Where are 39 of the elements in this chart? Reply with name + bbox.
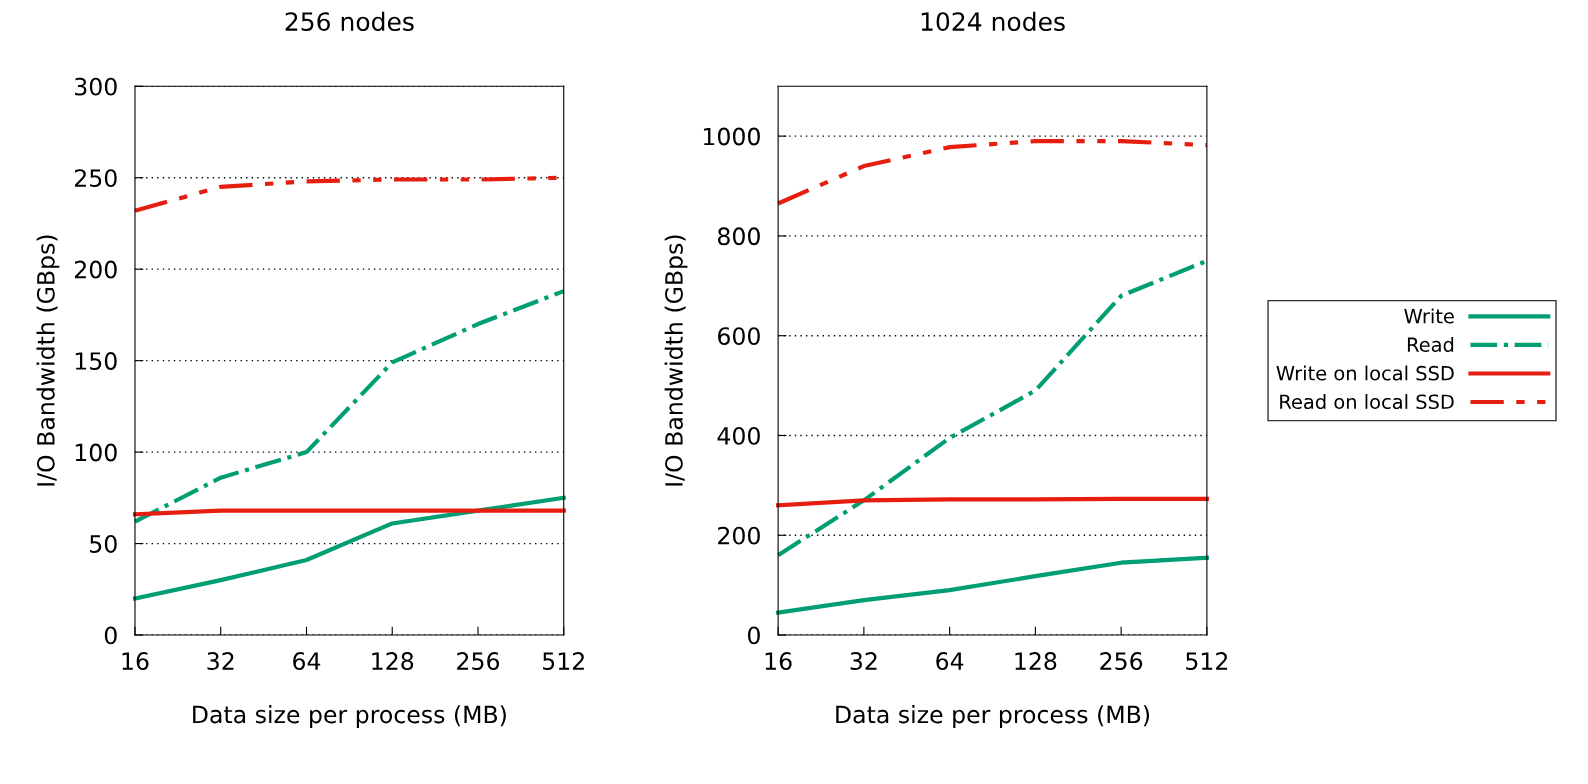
y-tick-label: 150 <box>75 352 117 370</box>
y-tick-label: 400 <box>717 426 760 445</box>
legend-label: Write on local SSD <box>1276 365 1454 381</box>
y-tick-label: 1000 <box>703 127 760 146</box>
x-tick-label: 256 <box>1100 652 1143 670</box>
x-tick-label: 512 <box>543 652 584 670</box>
x-axis-title: Data size per process (MB) <box>193 705 506 728</box>
chart-title: 1024 nodes <box>921 11 1065 32</box>
y-tick-label: 0 <box>104 626 117 645</box>
y-tick-label: 50 <box>90 535 117 553</box>
line-series <box>776 496 1209 508</box>
y-tick-label: 300 <box>75 77 117 96</box>
x-tick-label: 32 <box>850 652 877 670</box>
y-axis-title: I/O Bandwidth (GBps) <box>36 235 60 486</box>
line-series <box>776 139 1209 206</box>
legend-label: Read on local SSD <box>1280 394 1454 410</box>
line-series <box>776 555 1209 615</box>
x-tick-label: 128 <box>1015 652 1057 670</box>
x-tick-label: 64 <box>293 652 321 670</box>
y-tick-label: 100 <box>75 443 117 462</box>
x-tick-label: 32 <box>207 652 234 670</box>
x-tick-label: 16 <box>122 652 149 670</box>
y-tick-label: 0 <box>747 626 760 645</box>
x-tick-label: 128 <box>372 652 414 670</box>
x-tick-label: 512 <box>1186 652 1228 670</box>
x-tick-label: 16 <box>765 652 792 670</box>
y-tick-label: 200 <box>74 260 117 279</box>
legend-label: Read <box>1407 336 1454 353</box>
y-tick-label: 800 <box>717 227 760 246</box>
legend-label: Write <box>1404 308 1454 324</box>
y-tick-label: 600 <box>718 327 760 345</box>
y-axis-title: I/O Bandwidth (GBps) <box>664 235 688 486</box>
x-tick-label: 64 <box>936 652 964 670</box>
x-tick-label: 256 <box>457 652 500 670</box>
y-tick-label: 250 <box>74 169 117 188</box>
chart-title: 256 nodes <box>285 11 414 32</box>
line-series <box>132 495 566 601</box>
y-tick-label: 200 <box>718 526 760 545</box>
x-axis-title: Data size per process (MB) <box>836 705 1150 728</box>
